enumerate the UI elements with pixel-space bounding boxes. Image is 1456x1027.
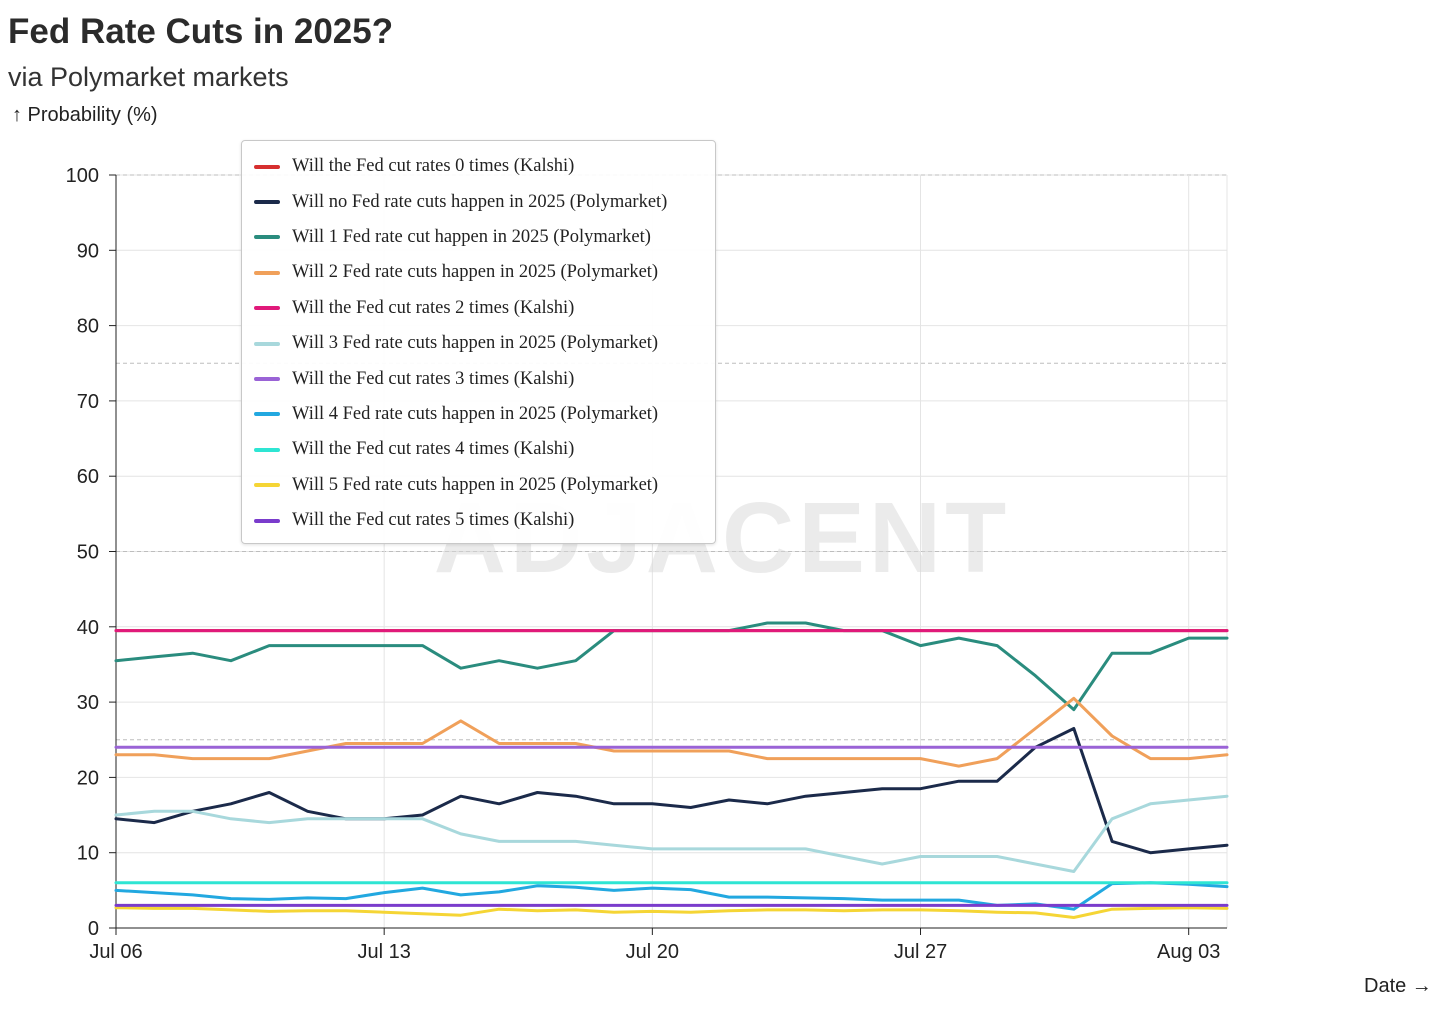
x-axis-label: Date → [1364,975,1432,997]
legend-label: Will 1 Fed rate cut happen in 2025 (Poly… [292,226,651,247]
legend-label: Will 4 Fed rate cuts happen in 2025 (Pol… [292,403,659,424]
legend-item: Will the Fed cut rates 5 times (Kalshi) [242,503,715,538]
legend-label: Will 2 Fed rate cuts happen in 2025 (Pol… [292,262,659,283]
legend-label: Will the Fed cut rates 0 times (Kalshi) [292,156,575,177]
legend-swatch [254,518,280,523]
legend-item: Will the Fed cut rates 3 times (Kalshi) [242,361,715,396]
legend-swatch [254,341,280,346]
legend-item: Will the Fed cut rates 2 times (Kalshi) [242,291,715,326]
y-tick-label: 60 [77,466,99,488]
y-tick-label: 40 [77,617,99,639]
legend-label: Will the Fed cut rates 4 times (Kalshi) [292,439,575,460]
y-tick-label: 50 [77,542,99,564]
legend-swatch [254,164,280,169]
legend-swatch [254,412,280,417]
x-tick-label: Aug 03 [1157,941,1220,963]
legend-swatch [254,270,280,275]
y-tick-label: 70 [77,391,99,413]
chart-title: Fed Rate Cuts in 2025? [8,12,394,51]
y-tick-label: 90 [77,240,99,262]
legend-swatch [254,447,280,452]
y-tick-label: 10 [77,843,99,865]
legend-label: Will 5 Fed rate cuts happen in 2025 (Pol… [292,474,659,495]
legend-item: Will the Fed cut rates 0 times (Kalshi) [242,149,715,184]
legend-label: Will no Fed rate cuts happen in 2025 (Po… [292,191,668,212]
chart-subtitle: via Polymarket markets [8,62,289,92]
legend-label: Will 3 Fed rate cuts happen in 2025 (Pol… [292,333,659,354]
series-line-2 [114,727,1229,855]
legend-swatch [254,377,280,382]
legend-item: Will 5 Fed rate cuts happen in 2025 (Pol… [242,468,715,503]
legend-item: Will 4 Fed rate cuts happen in 2025 (Pol… [242,397,715,432]
legend-item: Will 2 Fed rate cuts happen in 2025 (Pol… [242,255,715,290]
legend-swatch [254,306,280,311]
series-line-6 [114,794,1229,873]
y-tick-label: 100 [66,165,99,187]
x-tick-label: Jul 13 [357,941,410,963]
x-tick-label: Jul 20 [626,941,679,963]
y-axis-label: ↑ Probability (%) [12,104,158,126]
legend-swatch [254,483,280,488]
y-tick-label: 0 [88,918,99,940]
x-tick-label: Jul 27 [894,941,947,963]
legend-item: Will 3 Fed rate cuts happen in 2025 (Pol… [242,326,715,361]
legend-label: Will the Fed cut rates 5 times (Kalshi) [292,510,575,531]
legend-item: Will no Fed rate cuts happen in 2025 (Po… [242,184,715,219]
series-line-10 [114,906,1229,919]
legend: Will the Fed cut rates 0 times (Kalshi) W… [241,140,716,544]
y-tick-label: 20 [77,767,99,789]
series-line-4 [114,696,1229,768]
x-tick-label: Jul 06 [89,941,142,963]
axes: 0 10 20 30 40 50 60 70 80 90 100 Jul 06 Jul 13 Jul 20… [66,165,1227,963]
legend-label: Will the Fed cut rates 2 times (Kalshi) [292,297,575,318]
legend-item: Will 1 Fed rate cut happen in 2025 (Poly… [242,220,715,255]
y-tick-label: 30 [77,692,99,714]
series-line-3 [114,621,1229,712]
legend-label: Will the Fed cut rates 3 times (Kalshi) [292,368,575,389]
series-lines [114,621,1229,919]
legend-swatch [254,200,280,205]
legend-swatch [254,235,280,240]
legend-item: Will the Fed cut rates 4 times (Kalshi) [242,432,715,467]
y-tick-label: 80 [77,316,99,338]
